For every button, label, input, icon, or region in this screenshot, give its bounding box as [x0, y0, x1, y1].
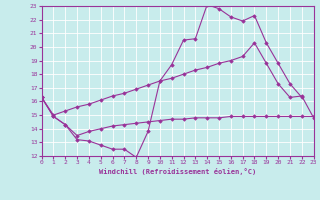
X-axis label: Windchill (Refroidissement éolien,°C): Windchill (Refroidissement éolien,°C) [99, 168, 256, 175]
